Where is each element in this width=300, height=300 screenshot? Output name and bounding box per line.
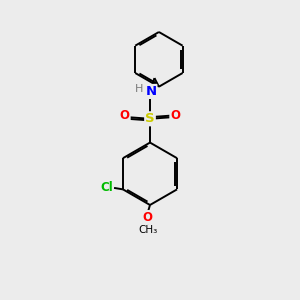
Text: Cl: Cl [100, 182, 113, 194]
Text: O: O [170, 109, 180, 122]
Text: CH₃: CH₃ [139, 225, 158, 235]
Text: N: N [145, 85, 157, 98]
Text: S: S [145, 112, 155, 125]
Text: O: O [120, 109, 130, 122]
Text: O: O [142, 211, 153, 224]
Text: H: H [134, 84, 143, 94]
